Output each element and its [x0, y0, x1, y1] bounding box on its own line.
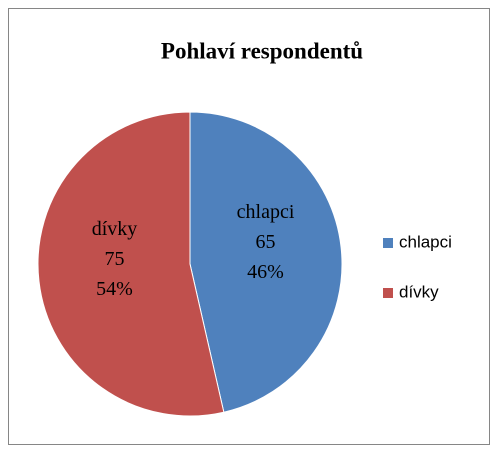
slice-label-percent: 46%	[247, 261, 284, 283]
slice-label-percent: 54%	[96, 278, 133, 300]
pie-slice	[37, 111, 225, 417]
pie-slice	[189, 111, 343, 413]
slice-label-value: 75	[104, 248, 124, 270]
legend-label: chlapci	[399, 232, 452, 251]
slice-label-value: 65	[256, 231, 276, 253]
slice-label-name: dívky	[92, 218, 138, 240]
legend-swatch	[383, 238, 393, 248]
legend-label: dívky	[399, 282, 439, 301]
legend-swatch	[383, 288, 393, 298]
chart-title: Pohlaví respondentů	[161, 38, 363, 63]
slice-label-name: chlapci	[237, 201, 295, 223]
